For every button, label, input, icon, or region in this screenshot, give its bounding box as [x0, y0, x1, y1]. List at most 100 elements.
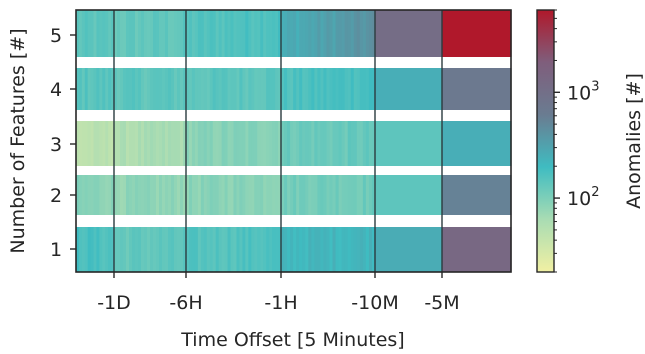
heatmap-cell — [332, 227, 337, 272]
x-tick-label: -10M — [351, 292, 398, 314]
heatmap-cell — [141, 227, 145, 272]
heatmap-cell — [251, 68, 255, 110]
heatmap-cell — [368, 68, 373, 110]
heatmap-cell — [144, 10, 148, 57]
heatmap-cell — [311, 175, 315, 215]
heatmap-cell — [326, 227, 331, 272]
heatmap-cell — [132, 68, 136, 110]
heatmap-cell — [266, 121, 270, 166]
heatmap-cell — [362, 68, 367, 110]
heatmap-cell — [123, 10, 127, 57]
heatmap-cell — [90, 10, 95, 57]
heatmap-cell — [284, 68, 288, 110]
heatmap-cell — [375, 121, 443, 166]
heatmap-cell — [76, 68, 80, 110]
heatmap-cell — [299, 175, 303, 215]
heatmap-cell — [132, 121, 136, 166]
heatmap-cell — [314, 175, 318, 215]
heatmap-cell — [203, 121, 208, 166]
heatmap-cell — [111, 121, 115, 166]
heatmap-cell — [442, 10, 512, 57]
heatmap-cell — [302, 175, 306, 215]
heatmap-cell — [212, 121, 217, 166]
heatmap-cell — [296, 227, 300, 272]
heatmap-cell — [296, 10, 300, 57]
heatmap-cell — [183, 175, 187, 215]
heatmap-cell — [269, 121, 273, 166]
heatmap-cell — [102, 10, 106, 57]
heatmap-cell — [114, 175, 118, 215]
heatmap-cell — [359, 227, 364, 272]
heatmap-cell — [365, 10, 370, 57]
heatmap-cell — [81, 175, 86, 215]
heatmap-cell — [156, 227, 160, 272]
heatmap-cell — [153, 175, 157, 215]
heatmap-cell — [174, 121, 178, 166]
heatmap-cell — [338, 10, 343, 57]
heatmap-cell — [153, 68, 157, 110]
heatmap-cell — [356, 68, 361, 110]
heatmap-cell — [188, 227, 193, 272]
heatmap-cells — [76, 10, 512, 272]
y-tick-label: 2 — [50, 185, 62, 207]
heatmap-cell — [135, 227, 139, 272]
heatmap-cell — [203, 68, 208, 110]
heatmap-cell — [236, 227, 241, 272]
heatmap-cell — [266, 227, 270, 272]
heatmap-cell — [326, 68, 331, 110]
heatmap-cell — [180, 227, 184, 272]
heatmap-cell — [227, 68, 232, 110]
heatmap-cell — [153, 10, 157, 57]
heatmap-cell — [186, 10, 190, 57]
heatmap-cell — [132, 10, 136, 57]
heatmap-cell — [150, 10, 154, 57]
heatmap-cell — [375, 68, 443, 110]
heatmap-cell — [78, 68, 83, 110]
heatmap-cell — [335, 227, 340, 272]
heatmap-cell — [224, 68, 229, 110]
heatmap-cell — [194, 175, 199, 215]
heatmap-cell — [272, 121, 276, 166]
heatmap-cell — [162, 175, 166, 215]
heatmap-cell — [375, 227, 443, 272]
heatmap-cell — [323, 121, 328, 166]
heatmap-cell — [87, 10, 92, 57]
heatmap-cell — [284, 10, 288, 57]
heatmap-cell — [96, 10, 100, 57]
heatmap-cell — [171, 175, 175, 215]
heatmap-cell — [150, 121, 154, 166]
heatmap-cell — [162, 68, 166, 110]
heatmap-cell — [347, 175, 352, 215]
colorbar-ticks: 102 103 — [554, 9, 599, 273]
heatmap-cell — [329, 227, 334, 272]
heatmap-cell — [209, 175, 214, 215]
heatmap-cell — [159, 121, 163, 166]
heatmap-cell — [266, 175, 270, 215]
heatmap-cell — [242, 175, 246, 215]
heatmap-cell — [162, 121, 166, 166]
heatmap-cell — [147, 121, 151, 166]
heatmap-cell — [371, 68, 376, 110]
heatmap-cell — [353, 68, 358, 110]
heatmap-cell — [257, 68, 261, 110]
heatmap-cell — [344, 121, 349, 166]
heatmap-cell — [254, 10, 258, 57]
heatmap-cell — [233, 175, 238, 215]
heatmap-cell — [84, 10, 89, 57]
heatmap-cell — [290, 121, 294, 166]
heatmap-cell — [105, 175, 109, 215]
heatmap-cell — [194, 121, 199, 166]
heatmap-cell — [245, 227, 249, 272]
heatmap-cell — [341, 68, 346, 110]
heatmap-cell — [293, 68, 297, 110]
heatmap-cell — [99, 175, 103, 215]
heatmap-cell — [180, 10, 184, 57]
heatmap-cell — [287, 68, 291, 110]
heatmap-cell — [254, 227, 258, 272]
heatmap-cell — [266, 68, 270, 110]
heatmap-cell — [308, 10, 312, 57]
heatmap-cell — [135, 10, 139, 57]
heatmap-cell — [260, 121, 264, 166]
heatmap-cell — [323, 227, 328, 272]
heatmap-cell — [144, 121, 148, 166]
